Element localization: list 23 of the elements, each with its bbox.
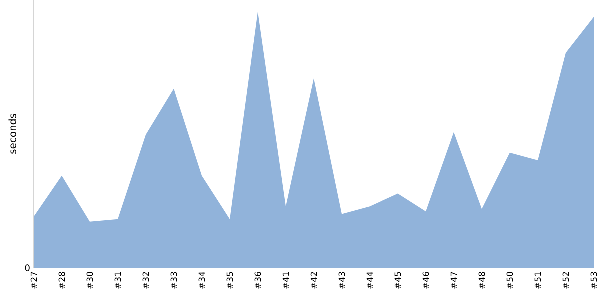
x-tick-label: #31: [114, 272, 122, 289]
x-tick-label: #51: [534, 272, 542, 289]
x-tick-label: #42: [310, 272, 318, 289]
text: 0: [25, 264, 30, 272]
x-tick-label: #28: [58, 272, 66, 289]
x-tick-label: #35: [226, 272, 234, 289]
x-tick-label: #44: [366, 272, 374, 289]
x-tick-label: #27: [30, 272, 38, 289]
x-tick-label: #33: [170, 272, 178, 289]
x-tick-label: #48: [478, 272, 486, 289]
x-tick-label: #34: [198, 272, 206, 289]
x-tick-label: #30: [86, 272, 94, 289]
x-tick-label: #53: [590, 272, 598, 289]
x-tick-label: #43: [338, 272, 346, 289]
x-tick-label: #47: [450, 272, 458, 289]
x-tick-label: #45: [394, 272, 402, 289]
x-tick-label: #41: [282, 272, 290, 289]
x-tick-label: #50: [506, 272, 514, 289]
y-axis-title: seconds: [8, 114, 16, 154]
x-tick-label: #52: [562, 272, 570, 289]
x-tick-label: #36: [254, 272, 262, 289]
x-tick-label: #46: [422, 272, 430, 289]
x-tick-label: #32: [142, 272, 150, 289]
